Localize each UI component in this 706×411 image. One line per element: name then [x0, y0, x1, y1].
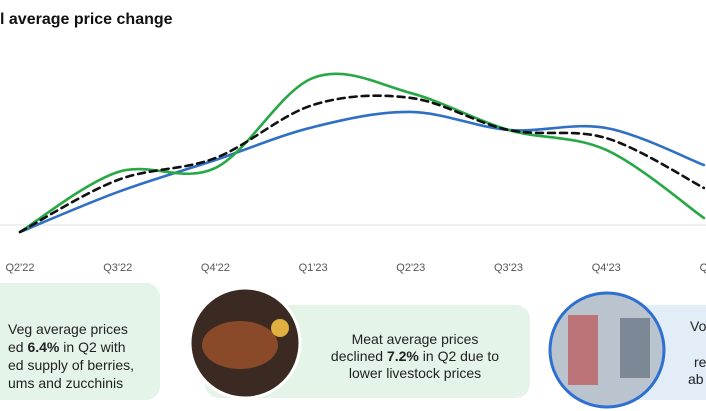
callout-text: ums and zucchinis: [8, 375, 123, 391]
x-tick-label: Q3'23: [494, 262, 523, 274]
callout-text: declined: [331, 348, 387, 364]
x-tick-label: Q1'23: [299, 262, 328, 274]
callout-text: ab: [688, 371, 704, 387]
callout-line: ed supply of berries,: [8, 357, 134, 373]
meat-image-detail: [202, 321, 278, 369]
callout-cards: [0, 283, 706, 409]
callout-text: lower livestock prices: [349, 365, 481, 381]
store-image-detail: [620, 318, 650, 378]
callout-text: 7.2%: [387, 348, 419, 364]
series-line: [18, 72, 706, 234]
callout-text: ed: [8, 339, 27, 355]
callout-line: Veg average prices: [8, 321, 128, 337]
callout-line: Vo: [690, 318, 706, 334]
callout-line: ums and zucchinis: [8, 375, 123, 391]
callout-text: Veg average prices: [8, 321, 128, 337]
x-tick-label: Q: [700, 262, 706, 274]
callout-text: in Q2 due to: [419, 348, 499, 364]
callout-line: re: [694, 354, 706, 370]
callout-line: Meat average prices: [352, 331, 479, 347]
callout-line: declined 7.2% in Q2 due to: [331, 348, 499, 364]
callout-card: [0, 283, 160, 400]
chart-title: l average price change: [0, 11, 173, 28]
store-image-detail: [568, 315, 598, 385]
callout-line: lower livestock prices: [349, 365, 481, 381]
callout-text: ed supply of berries,: [8, 357, 134, 373]
callout-text: in Q2 with: [59, 339, 125, 355]
callout-line: ed 6.4% in Q2 with: [8, 339, 126, 355]
callout-text: re: [694, 354, 706, 370]
x-tick-label: Q4'23: [592, 262, 621, 274]
callout-text: Vo: [690, 318, 706, 334]
x-tick-label: Q4'22: [201, 262, 230, 274]
x-tick-label: Q2'23: [396, 262, 425, 274]
callout-text: 6.4%: [27, 339, 59, 355]
callout-text: Meat average prices: [352, 331, 479, 347]
meat-image-detail: [271, 319, 289, 337]
series-line: [18, 94, 706, 234]
series-line: [18, 110, 706, 234]
x-tick-label: Q2'22: [5, 262, 34, 274]
callout-line: ab: [688, 371, 704, 387]
x-tick-label: Q3'22: [103, 262, 132, 274]
